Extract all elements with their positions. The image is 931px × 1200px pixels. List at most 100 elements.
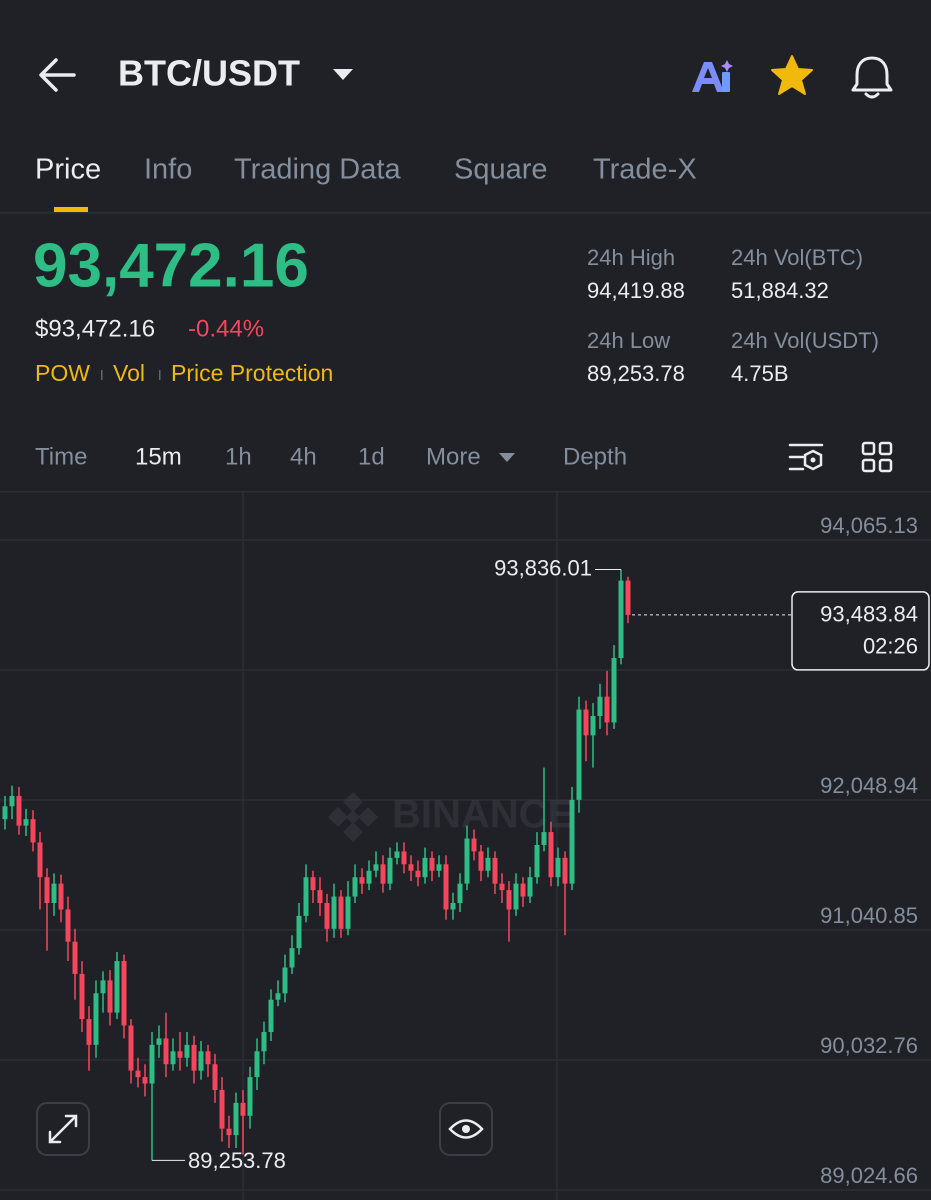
- candle-body: [212, 1064, 218, 1090]
- candle-body: [359, 877, 365, 884]
- ai-button[interactable]: [692, 60, 733, 92]
- candle-body: [170, 1051, 176, 1065]
- ai-icon: [692, 62, 724, 92]
- annotations: 93,836.01 89,253.78 93,483.84 02:26: [152, 555, 930, 1173]
- alert-button[interactable]: [851, 56, 893, 99]
- candle-body: [142, 1077, 148, 1084]
- badge[interactable]: Vol: [113, 360, 145, 386]
- interval[interactable]: 4h: [290, 443, 317, 470]
- candle-body: [541, 832, 547, 845]
- price-change: -0.44%: [188, 315, 264, 342]
- candle-body: [611, 657, 617, 723]
- favorite-star[interactable]: [771, 55, 813, 95]
- back-arrow: [39, 58, 76, 92]
- candle-body: [625, 580, 631, 615]
- expand-icon: [48, 1114, 78, 1144]
- candle-body: [436, 864, 442, 871]
- fiat-price: $93,472.16: [35, 315, 155, 342]
- candle-body: [548, 832, 554, 878]
- divider: [0, 491, 931, 493]
- candle-body: [121, 961, 127, 1026]
- candle-body: [527, 877, 533, 897]
- candle-body: [499, 883, 505, 891]
- visibility-button[interactable]: [439, 1102, 493, 1156]
- back-button[interactable]: [39, 58, 76, 92]
- candle-body: [261, 1031, 267, 1052]
- tab[interactable]: Info: [144, 154, 192, 186]
- candle-body: [618, 580, 624, 658]
- candle-body: [205, 1051, 211, 1065]
- candle-body: [44, 877, 50, 904]
- candle-body: [107, 980, 113, 1013]
- interval[interactable]: More: [426, 443, 481, 470]
- candle-body: [401, 851, 407, 865]
- tab[interactable]: Trading Data: [234, 154, 401, 186]
- badges: POW Vol Price Protection: [35, 360, 333, 386]
- candle-body: [394, 851, 400, 858]
- candle-body: [51, 883, 57, 904]
- candle-body: [149, 1044, 155, 1084]
- eye-icon: [448, 1119, 484, 1139]
- candle-body: [471, 838, 477, 852]
- high-label: 93,836.01: [494, 555, 592, 580]
- pair-title: BTC/USDT: [118, 53, 300, 94]
- candle-body: [128, 1025, 134, 1071]
- candle-body: [366, 870, 372, 884]
- candle-body: [219, 1089, 225, 1129]
- badge-separator: [159, 370, 161, 380]
- candle-body: [562, 857, 568, 884]
- tab[interactable]: Square: [454, 154, 548, 186]
- candle-body: [9, 795, 15, 807]
- candle-body: [450, 903, 456, 910]
- fullscreen-button[interactable]: [36, 1102, 90, 1156]
- candle-body: [275, 993, 281, 1000]
- candle-body: [247, 1077, 253, 1116]
- watermark-text: BINANCE: [392, 793, 574, 837]
- stat-value: 94,419.88: [587, 278, 685, 303]
- pair-selector[interactable]: BTC/USDT: [118, 53, 353, 94]
- layout-cell: [861, 441, 876, 456]
- interval[interactable]: Time: [35, 443, 87, 470]
- market-stats: 24h High 94,419.88 24h Vol(BTC) 51,884.32 24…: [587, 245, 879, 386]
- stat-label: 24h High: [587, 245, 675, 270]
- candle-body: [492, 857, 498, 884]
- layout-button[interactable]: [861, 441, 893, 473]
- candle-body: [352, 877, 358, 897]
- y-tick-label: 92,048.94: [820, 773, 918, 798]
- candle-body: [23, 819, 29, 826]
- tab[interactable]: Price: [35, 154, 101, 186]
- indicator-settings-button[interactable]: [788, 443, 824, 471]
- layout-cell: [861, 458, 876, 473]
- candle-body: [331, 896, 337, 929]
- candle-body: [240, 1102, 246, 1116]
- candle-body: [583, 709, 589, 736]
- interval[interactable]: 15m: [135, 443, 182, 470]
- settings-dot: [810, 457, 816, 463]
- interval[interactable]: Depth: [563, 443, 627, 470]
- candle-body: [457, 883, 463, 904]
- layout-cell: [878, 458, 893, 473]
- candle-body: [100, 980, 106, 994]
- tab[interactable]: Trade-X: [593, 154, 697, 186]
- candle-body: [16, 795, 22, 826]
- candle-body: [324, 903, 330, 929]
- dropdown-caret: [333, 69, 353, 80]
- interval[interactable]: 1d: [358, 443, 385, 470]
- candle-body: [198, 1051, 204, 1071]
- badge[interactable]: Price Protection: [171, 360, 333, 386]
- bell-icon: [851, 56, 893, 92]
- candle-body: [604, 696, 610, 723]
- candle-body: [58, 883, 64, 910]
- ai-icon-bar: [722, 72, 730, 92]
- candle-body: [86, 1019, 92, 1045]
- stat-label: 24h Vol(BTC): [731, 245, 863, 270]
- candle-body: [296, 915, 302, 949]
- settings-hex: [803, 449, 823, 471]
- candle-body: [422, 857, 428, 878]
- last-price-box: [791, 591, 930, 671]
- tab-bar: Price Info Trading Data Square Trade-X: [35, 154, 697, 186]
- interval[interactable]: 1h: [225, 443, 252, 470]
- candle-body: [317, 890, 323, 904]
- badge[interactable]: POW: [35, 360, 90, 386]
